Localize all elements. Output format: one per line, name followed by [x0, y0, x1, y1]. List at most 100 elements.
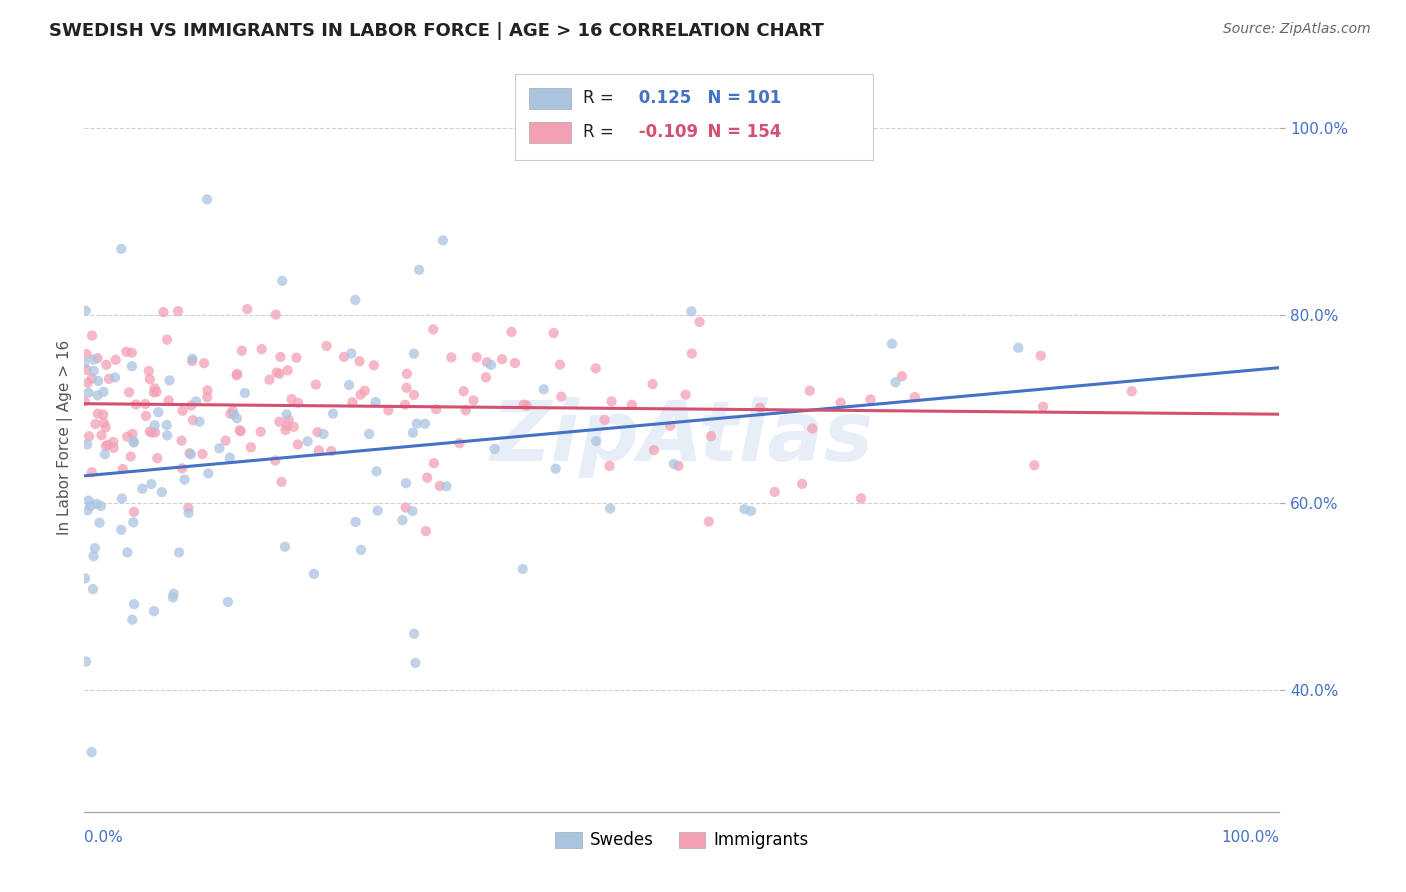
Point: [585, 361, 607, 376]
Point: [302, 566, 325, 581]
Point: [97, 438, 120, 452]
Point: [181, 354, 204, 368]
Point: [404, 656, 426, 670]
Point: [259, 373, 281, 387]
Text: N = 154: N = 154: [696, 123, 782, 141]
Point: [76, 347, 98, 361]
Point: [167, 304, 190, 318]
Point: [122, 516, 145, 530]
Point: [177, 506, 200, 520]
Point: [503, 356, 526, 370]
Point: [891, 369, 914, 384]
Point: [599, 501, 621, 516]
Point: [681, 304, 703, 318]
Point: [512, 562, 534, 576]
Point: [156, 417, 179, 432]
Point: [849, 491, 872, 506]
Point: [134, 397, 156, 411]
Point: [271, 274, 294, 288]
Point: [280, 392, 302, 406]
Point: [143, 418, 166, 433]
Point: [740, 504, 762, 518]
Point: [197, 384, 219, 398]
Point: [146, 451, 169, 466]
Point: [197, 467, 219, 481]
Legend: Swedes, Immigrants: Swedes, Immigrants: [548, 824, 815, 855]
Point: [675, 387, 697, 401]
Point: [222, 404, 245, 418]
Point: [80, 499, 103, 513]
Point: [110, 242, 132, 256]
Point: [131, 482, 153, 496]
Point: [231, 343, 253, 358]
Point: [700, 429, 723, 443]
Point: [218, 450, 240, 465]
Point: [395, 500, 418, 515]
Point: [125, 397, 148, 411]
Point: [110, 523, 132, 537]
Point: [80, 328, 103, 343]
Point: [111, 462, 134, 476]
Text: R =: R =: [582, 123, 613, 141]
Point: [1121, 384, 1143, 399]
Point: [344, 515, 367, 529]
Point: [93, 384, 115, 399]
Point: [264, 453, 287, 467]
Point: [264, 308, 287, 322]
Point: [84, 417, 107, 431]
Point: [86, 497, 108, 511]
Point: [122, 435, 145, 450]
Point: [170, 434, 193, 448]
Point: [425, 402, 447, 417]
Point: [121, 426, 143, 441]
Point: [749, 401, 772, 415]
Point: [274, 423, 297, 437]
Point: [103, 441, 125, 455]
Point: [225, 368, 247, 383]
Point: [239, 441, 262, 455]
Point: [233, 386, 256, 401]
Point: [287, 437, 309, 451]
Point: [277, 413, 299, 427]
Point: [86, 351, 108, 366]
Point: [513, 398, 536, 412]
Point: [859, 392, 882, 407]
Point: [585, 434, 607, 448]
Point: [340, 346, 363, 360]
Point: [337, 378, 360, 392]
Point: [156, 428, 179, 442]
Point: [91, 408, 114, 422]
Point: [429, 479, 451, 493]
Point: [90, 428, 112, 442]
Point: [217, 595, 239, 609]
Point: [75, 303, 97, 318]
Point: [734, 502, 756, 516]
Point: [193, 356, 215, 370]
Point: [86, 388, 108, 402]
Point: [904, 390, 927, 404]
Point: [366, 464, 388, 478]
Point: [342, 395, 364, 409]
Point: [250, 342, 273, 356]
Point: [484, 442, 506, 456]
Point: [668, 458, 690, 473]
Point: [801, 421, 824, 435]
Point: [143, 382, 166, 396]
Point: [191, 447, 214, 461]
Point: [122, 505, 145, 519]
Point: [422, 322, 444, 336]
Point: [344, 293, 367, 307]
Point: [94, 439, 117, 453]
Point: [297, 434, 319, 449]
Point: [236, 302, 259, 317]
Point: [229, 424, 252, 438]
Point: [188, 415, 211, 429]
Point: [173, 473, 195, 487]
Point: [177, 500, 200, 515]
Point: [641, 377, 664, 392]
Point: [402, 346, 425, 360]
Text: 100.0%: 100.0%: [1222, 830, 1279, 846]
Text: N = 101: N = 101: [696, 89, 782, 107]
Point: [157, 393, 180, 408]
Point: [162, 587, 184, 601]
